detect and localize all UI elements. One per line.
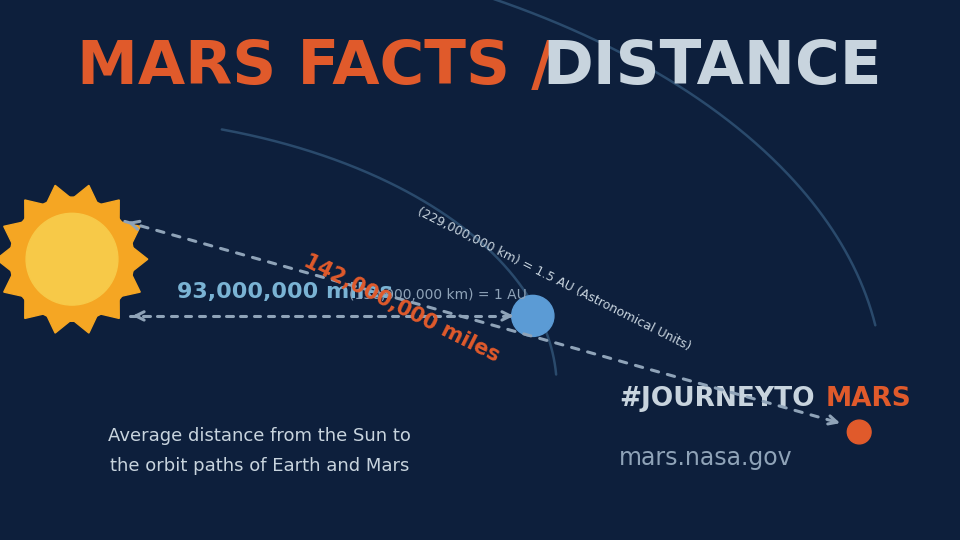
Text: 142,000,000 miles: 142,000,000 miles <box>300 251 503 366</box>
Polygon shape <box>0 185 148 333</box>
Ellipse shape <box>512 295 554 336</box>
Text: mars.nasa.gov: mars.nasa.gov <box>619 446 793 469</box>
Text: MARS FACTS /: MARS FACTS / <box>77 38 575 97</box>
Text: DISTANCE: DISTANCE <box>542 38 882 97</box>
Text: #JOURNEYTO: #JOURNEYTO <box>619 386 815 412</box>
Ellipse shape <box>10 197 134 321</box>
Ellipse shape <box>848 420 871 444</box>
Text: Average distance from the Sun to
the orbit paths of Earth and Mars: Average distance from the Sun to the orb… <box>108 427 411 475</box>
Ellipse shape <box>26 213 118 305</box>
Text: (150,000,000 km) = 1 AU: (150,000,000 km) = 1 AU <box>349 288 527 302</box>
Text: (229,000,000 km) = 1.5 AU (Astronomical Units): (229,000,000 km) = 1.5 AU (Astronomical … <box>415 205 693 353</box>
Text: 93,000,000 miles: 93,000,000 miles <box>177 282 393 302</box>
Text: MARS: MARS <box>826 386 911 412</box>
